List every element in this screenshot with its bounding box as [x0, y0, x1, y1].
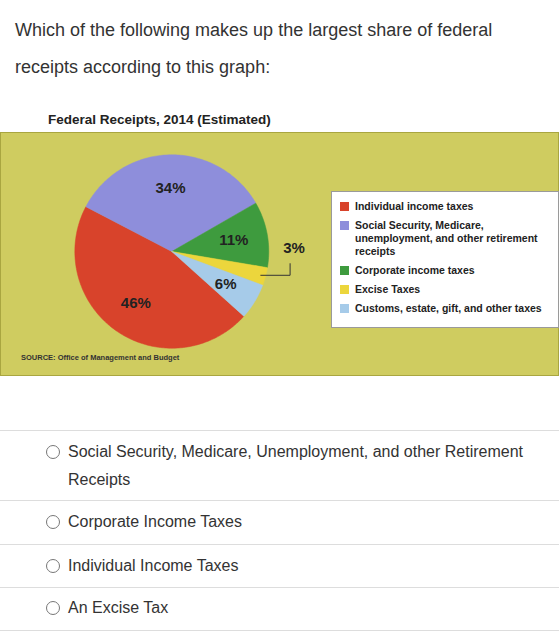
html-text:Corporate income taxes: Corporate income taxes — [355, 264, 475, 276]
html-text:SOURCE: Office of Management a: SOURCE: Office of Management and Budget — [21, 353, 180, 362]
svg-text:34%: 34% — [155, 179, 185, 196]
html-text:An Excise Tax: An Excise Tax — [68, 599, 169, 616]
html-text:Corporate Income Taxes: Corporate Income Taxes — [68, 513, 242, 530]
svg-text:6%: 6% — [215, 275, 237, 292]
html-text:Social Security, Medicare, Une: Social Security, Medicare, Unemployment,… — [68, 443, 523, 488]
html-text:Federal Receipts, 2014 (Estima: Federal Receipts, 2014 (Estimated) — [48, 112, 271, 127]
svg-text:46%: 46% — [121, 294, 151, 311]
html-text:Customs, estate, gift, and oth: Customs, estate, gift, and other taxes — [355, 302, 542, 314]
svg-text:11%: 11% — [219, 231, 248, 248]
html-text:Social Security, Medicare, une: Social Security, Medicare, unemployment,… — [355, 219, 538, 257]
svg-text:3%: 3% — [283, 239, 305, 256]
html-text:Excise Taxes: Excise Taxes — [355, 283, 421, 295]
html-text:Individual income taxes: Individual income taxes — [355, 200, 474, 212]
html-text:Which of the following makes u: Which of the following makes up the larg… — [15, 20, 493, 77]
html-text:Individual Income Taxes: Individual Income Taxes — [68, 557, 239, 574]
